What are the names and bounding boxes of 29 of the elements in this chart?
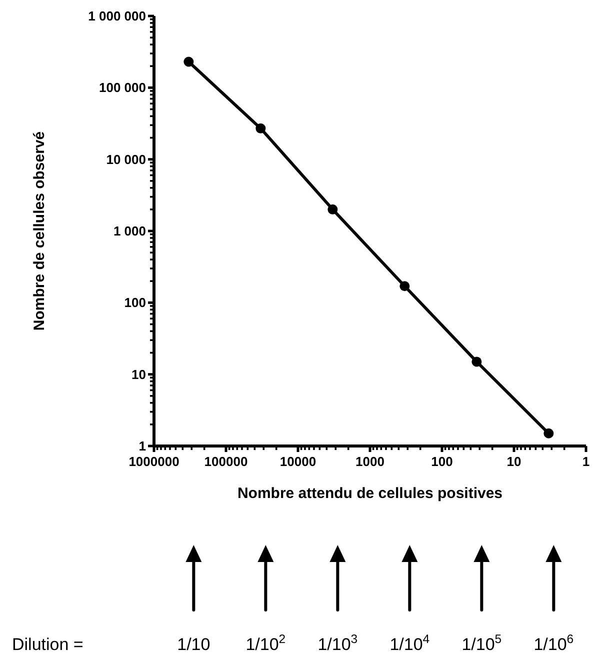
y-tick-label: 1 000: [113, 224, 146, 239]
text: 1/10$^{5}$: [462, 632, 502, 654]
y-tick-label: 10: [132, 366, 146, 382]
x-tick-label: 10000: [280, 454, 316, 469]
text: 1/10: [177, 635, 210, 654]
x-tick-label: 100: [431, 454, 453, 469]
point: [256, 123, 266, 134]
x-tick-label: 1: [582, 454, 590, 469]
text: 1/10$^{6}$: [534, 632, 574, 654]
y-tick-label: 100 000: [99, 80, 146, 96]
text: Dilution =: [12, 635, 84, 654]
text: 1/10$^{2}$: [246, 632, 286, 654]
y-tick-label: 1: [138, 438, 146, 454]
point: [400, 281, 410, 292]
point: [184, 56, 194, 67]
text: 1/10$^{4}$: [390, 632, 430, 654]
y-tick-label: 1 000 000: [88, 8, 146, 24]
x-axis-title: Nombre attendu de cellules positives: [237, 485, 503, 502]
point: [544, 428, 554, 438]
x-tick-label: 1000: [356, 454, 384, 469]
x-tick-label: 1000000: [128, 454, 180, 469]
x-tick-label: 10: [506, 454, 522, 469]
text: 1/10$^{3}$: [318, 632, 358, 654]
y-tick-label: 10 000: [106, 152, 146, 167]
x-tick-label: 100000: [204, 454, 248, 469]
y-tick-label: 100: [124, 295, 146, 310]
point: [328, 204, 338, 214]
y-axis-title: Nombre de cellules observé: [31, 131, 48, 331]
point: [472, 356, 482, 367]
